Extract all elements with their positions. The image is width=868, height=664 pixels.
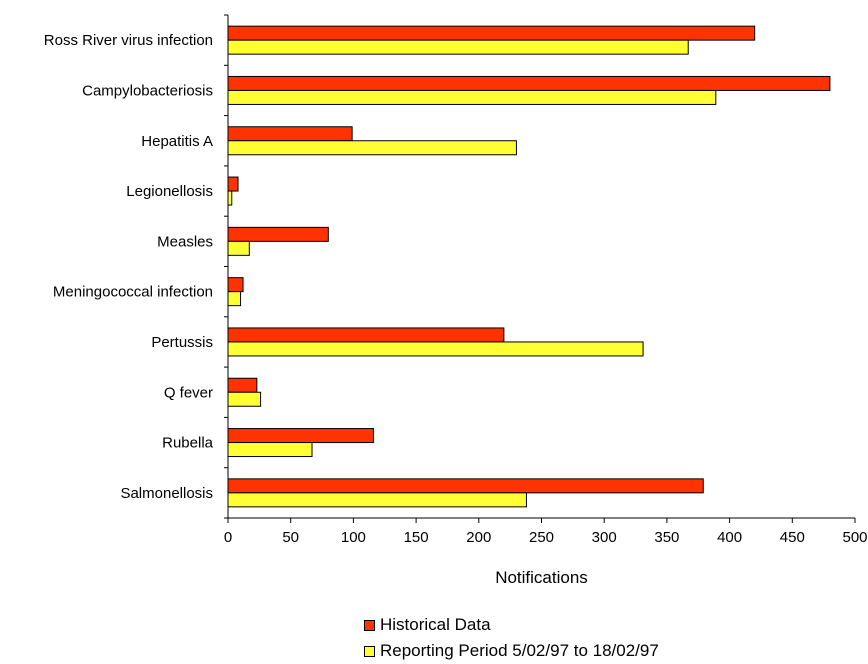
x-axis-ticks: 0 50 100 150 200 250 300 350 400 450 500 xyxy=(224,14,868,546)
legend-swatch-reporting-period xyxy=(364,645,375,657)
bar-historical-6 xyxy=(227,327,505,343)
bar-reporting-period-7 xyxy=(227,391,262,407)
category-label: Hepatitis A xyxy=(141,133,213,150)
x-tick-label: 450 xyxy=(780,529,805,546)
bar-reporting-period-6 xyxy=(227,341,644,357)
bars-group xyxy=(227,25,831,508)
legend-label-historical: Historical Data xyxy=(380,615,491,634)
bar-historical-1 xyxy=(227,75,831,91)
bar-reporting-period-3 xyxy=(227,190,233,206)
x-tick-label: 0 xyxy=(224,529,232,546)
category-label: Ross River virus infection xyxy=(44,32,213,49)
bar-reporting-period-1 xyxy=(227,89,717,105)
bar-reporting-period-4 xyxy=(227,240,250,256)
legend-label-reporting-period: Reporting Period 5/02/97 to 18/02/97 xyxy=(380,641,659,660)
category-label: Salmonellosis xyxy=(120,485,213,502)
bar-reporting-period-9 xyxy=(227,492,527,508)
bar-historical-5 xyxy=(227,277,244,293)
x-tick-label: 150 xyxy=(404,529,429,546)
bar-historical-8 xyxy=(227,428,374,444)
category-label: Legionellosis xyxy=(126,183,213,200)
bar-historical-2 xyxy=(227,126,353,142)
category-label: Rubella xyxy=(162,435,214,452)
x-axis-title: Notifications xyxy=(495,568,588,587)
bar-reporting-period-8 xyxy=(227,442,313,458)
x-tick-label: 50 xyxy=(282,529,299,546)
legend-item-historical: Historical Data xyxy=(364,612,659,638)
x-tick-label: 500 xyxy=(842,529,867,546)
category-label: Pertussis xyxy=(151,334,213,351)
category-label: Meningococcal infection xyxy=(53,284,213,301)
category-labels: Ross River virus infection Campylobacteri… xyxy=(44,32,214,502)
bar-historical-9 xyxy=(227,478,704,494)
category-label: Measles xyxy=(157,233,213,250)
x-tick-label: 400 xyxy=(717,529,742,546)
bar-historical-3 xyxy=(227,176,239,192)
x-tick-label: 350 xyxy=(654,529,679,546)
legend: Historical Data Reporting Period 5/02/97… xyxy=(364,612,659,664)
bar-reporting-period-5 xyxy=(227,291,242,307)
bar-historical-0 xyxy=(227,25,756,41)
x-tick-label: 100 xyxy=(341,529,366,546)
x-tick-label: 300 xyxy=(592,529,617,546)
x-tick-label: 200 xyxy=(466,529,491,546)
x-tick-label: 250 xyxy=(529,529,554,546)
bar-reporting-period-0 xyxy=(227,39,689,55)
bar-reporting-period-2 xyxy=(227,140,517,156)
bar-historical-7 xyxy=(227,377,258,393)
category-label: Campylobacteriosis xyxy=(82,82,213,99)
category-label: Q fever xyxy=(164,384,213,401)
bar-historical-4 xyxy=(227,226,329,242)
legend-swatch-historical xyxy=(364,619,375,631)
bar-chart: Ross River virus infection Campylobacteri… xyxy=(44,14,868,587)
legend-item-reporting-period: Reporting Period 5/02/97 to 18/02/97 xyxy=(364,638,659,664)
